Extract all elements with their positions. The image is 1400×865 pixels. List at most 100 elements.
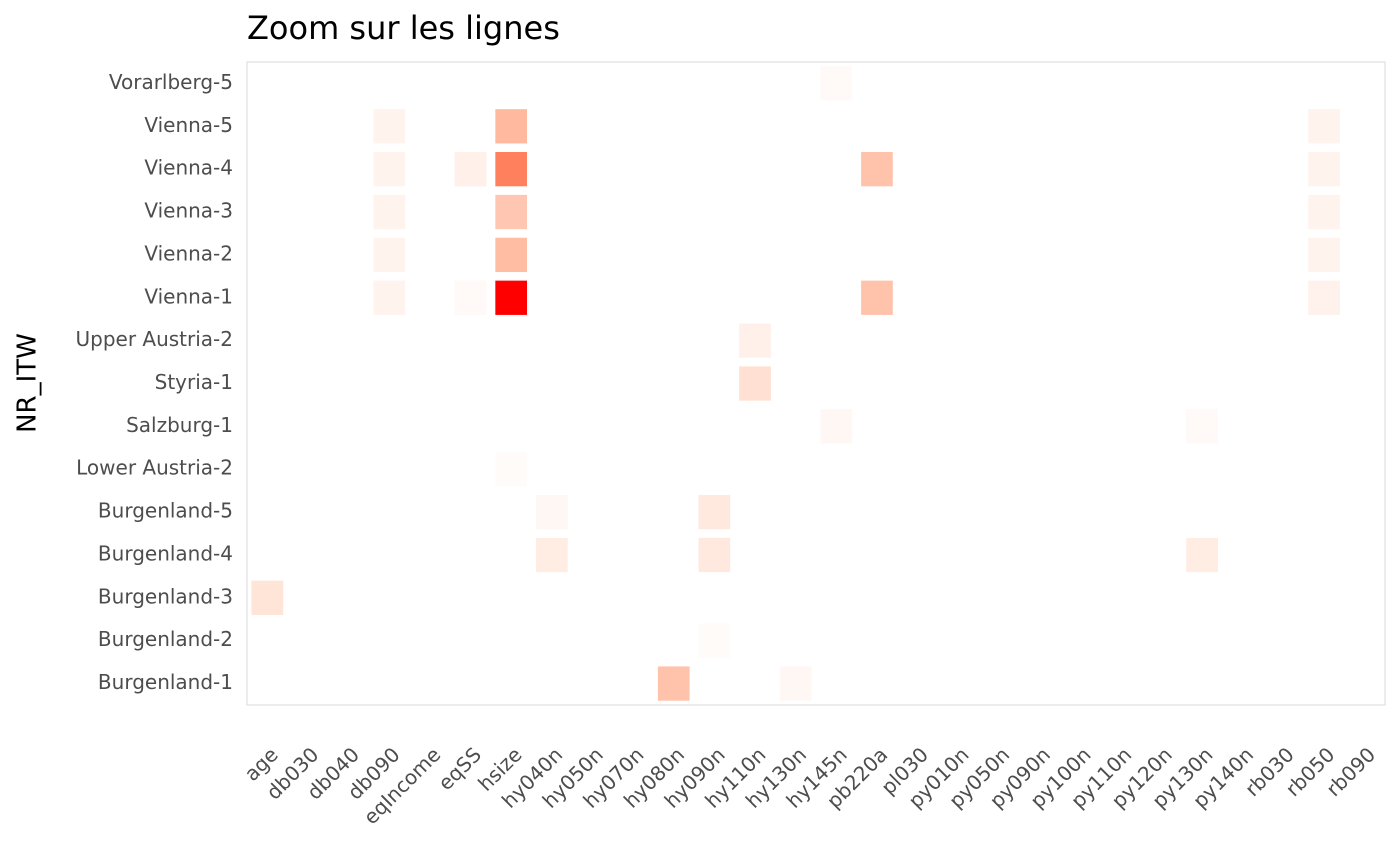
heatmap-cell <box>373 66 406 101</box>
heatmap-cell <box>251 366 284 401</box>
heatmap-cell <box>251 109 284 144</box>
heatmap-cell <box>292 494 324 530</box>
heatmap-cell <box>942 537 975 573</box>
heatmap-cell <box>1226 580 1259 615</box>
heatmap-cell <box>1064 494 1097 530</box>
heatmap-cell <box>332 366 365 401</box>
heatmap-cell <box>1226 494 1259 530</box>
heatmap-cell <box>1226 323 1259 358</box>
heatmap-cell <box>617 452 649 487</box>
heatmap-cell <box>576 194 609 230</box>
heatmap-cell <box>698 666 731 701</box>
heatmap-cell <box>861 409 893 444</box>
heatmap-cell <box>576 452 609 487</box>
heatmap-cell <box>292 366 324 401</box>
heatmap-cell <box>1145 666 1178 701</box>
y-tick-label: Burgenland-3 <box>98 584 233 608</box>
heatmap-cell <box>901 366 934 401</box>
heatmap-cell <box>251 623 284 658</box>
heatmap-cell <box>983 494 1015 530</box>
heatmap-cell <box>657 537 690 573</box>
heatmap-cell <box>1064 409 1097 444</box>
heatmap-cell <box>1226 452 1259 487</box>
y-tick-label: Vienna-5 <box>144 113 233 137</box>
heatmap-cell <box>332 237 365 273</box>
heatmap-cell <box>1104 452 1137 487</box>
heatmap-cell <box>1308 109 1340 144</box>
heatmap-cell <box>779 109 812 144</box>
heatmap-cell <box>983 623 1015 658</box>
heatmap-cell <box>1186 280 1218 315</box>
heatmap-cell <box>292 109 324 144</box>
heatmap-cell <box>1267 280 1300 315</box>
heatmap-cell <box>1064 623 1097 658</box>
heatmap-cell <box>1186 152 1218 187</box>
heatmap-cell <box>1267 537 1300 573</box>
heatmap-cell <box>657 409 690 444</box>
heatmap-cell <box>576 323 609 358</box>
heatmap-cell <box>495 494 528 530</box>
heatmap-cell <box>657 237 690 273</box>
heatmap-cell <box>942 323 975 358</box>
heatmap-cell <box>739 494 771 530</box>
heatmap-cell <box>1145 580 1178 615</box>
heatmap-cell <box>251 537 284 573</box>
heatmap-cell <box>657 366 690 401</box>
heatmap-cell <box>292 537 324 573</box>
heatmap-cell <box>414 537 446 573</box>
heatmap-cell <box>739 280 771 315</box>
y-tick-label: Salzburg-1 <box>126 413 233 437</box>
heatmap-cell <box>414 409 446 444</box>
heatmap-cell <box>820 323 853 358</box>
heatmap-cell <box>373 623 406 658</box>
heatmap-cell <box>983 280 1015 315</box>
heatmap-cell <box>861 237 893 273</box>
heatmap-cell <box>901 494 934 530</box>
heatmap-cell <box>1104 494 1137 530</box>
heatmap-cell <box>820 280 853 315</box>
heatmap-cell <box>698 366 731 401</box>
heatmap-cell <box>454 280 487 315</box>
heatmap-cell <box>1308 366 1340 401</box>
heatmap-cell <box>332 623 365 658</box>
heatmap-cell <box>414 152 446 187</box>
heatmap-cell <box>739 452 771 487</box>
heatmap-cell <box>373 237 406 273</box>
heatmap-cell <box>1145 494 1178 530</box>
heatmap-cell <box>779 323 812 358</box>
heatmap-cell <box>1308 280 1340 315</box>
heatmap-cell <box>373 409 406 444</box>
heatmap-cell <box>495 452 528 487</box>
heatmap-cell <box>861 623 893 658</box>
heatmap-cell <box>251 280 284 315</box>
heatmap-cell <box>1226 152 1259 187</box>
heatmap-cell <box>1267 623 1300 658</box>
heatmap-cell <box>414 366 446 401</box>
heatmap-cell <box>1226 666 1259 701</box>
y-axis-label: NR_ITW <box>13 333 43 433</box>
heatmap-cell <box>698 280 731 315</box>
heatmap-cell <box>373 194 406 230</box>
heatmap-cell <box>414 666 446 701</box>
heatmap-cell <box>1267 323 1300 358</box>
heatmap-cell <box>1064 537 1097 573</box>
heatmap-cell <box>861 66 893 101</box>
heatmap-cell <box>454 237 487 273</box>
heatmap-cell <box>251 666 284 701</box>
heatmap-cell <box>1104 66 1137 101</box>
heatmap-cell <box>1023 194 1056 230</box>
heatmap-cell <box>617 280 649 315</box>
heatmap-cell <box>1145 66 1178 101</box>
heatmap-cell <box>332 152 365 187</box>
heatmap-cell <box>1308 323 1340 358</box>
heatmap-cell <box>942 623 975 658</box>
heatmap-cell <box>657 109 690 144</box>
heatmap-cell <box>983 580 1015 615</box>
heatmap-cell <box>698 409 731 444</box>
heatmap-cell <box>1023 409 1056 444</box>
heatmap-cell <box>1348 194 1381 230</box>
heatmap-cell <box>251 237 284 273</box>
heatmap-cell <box>1226 194 1259 230</box>
heatmap-cell <box>535 409 568 444</box>
heatmap-cell <box>617 537 649 573</box>
